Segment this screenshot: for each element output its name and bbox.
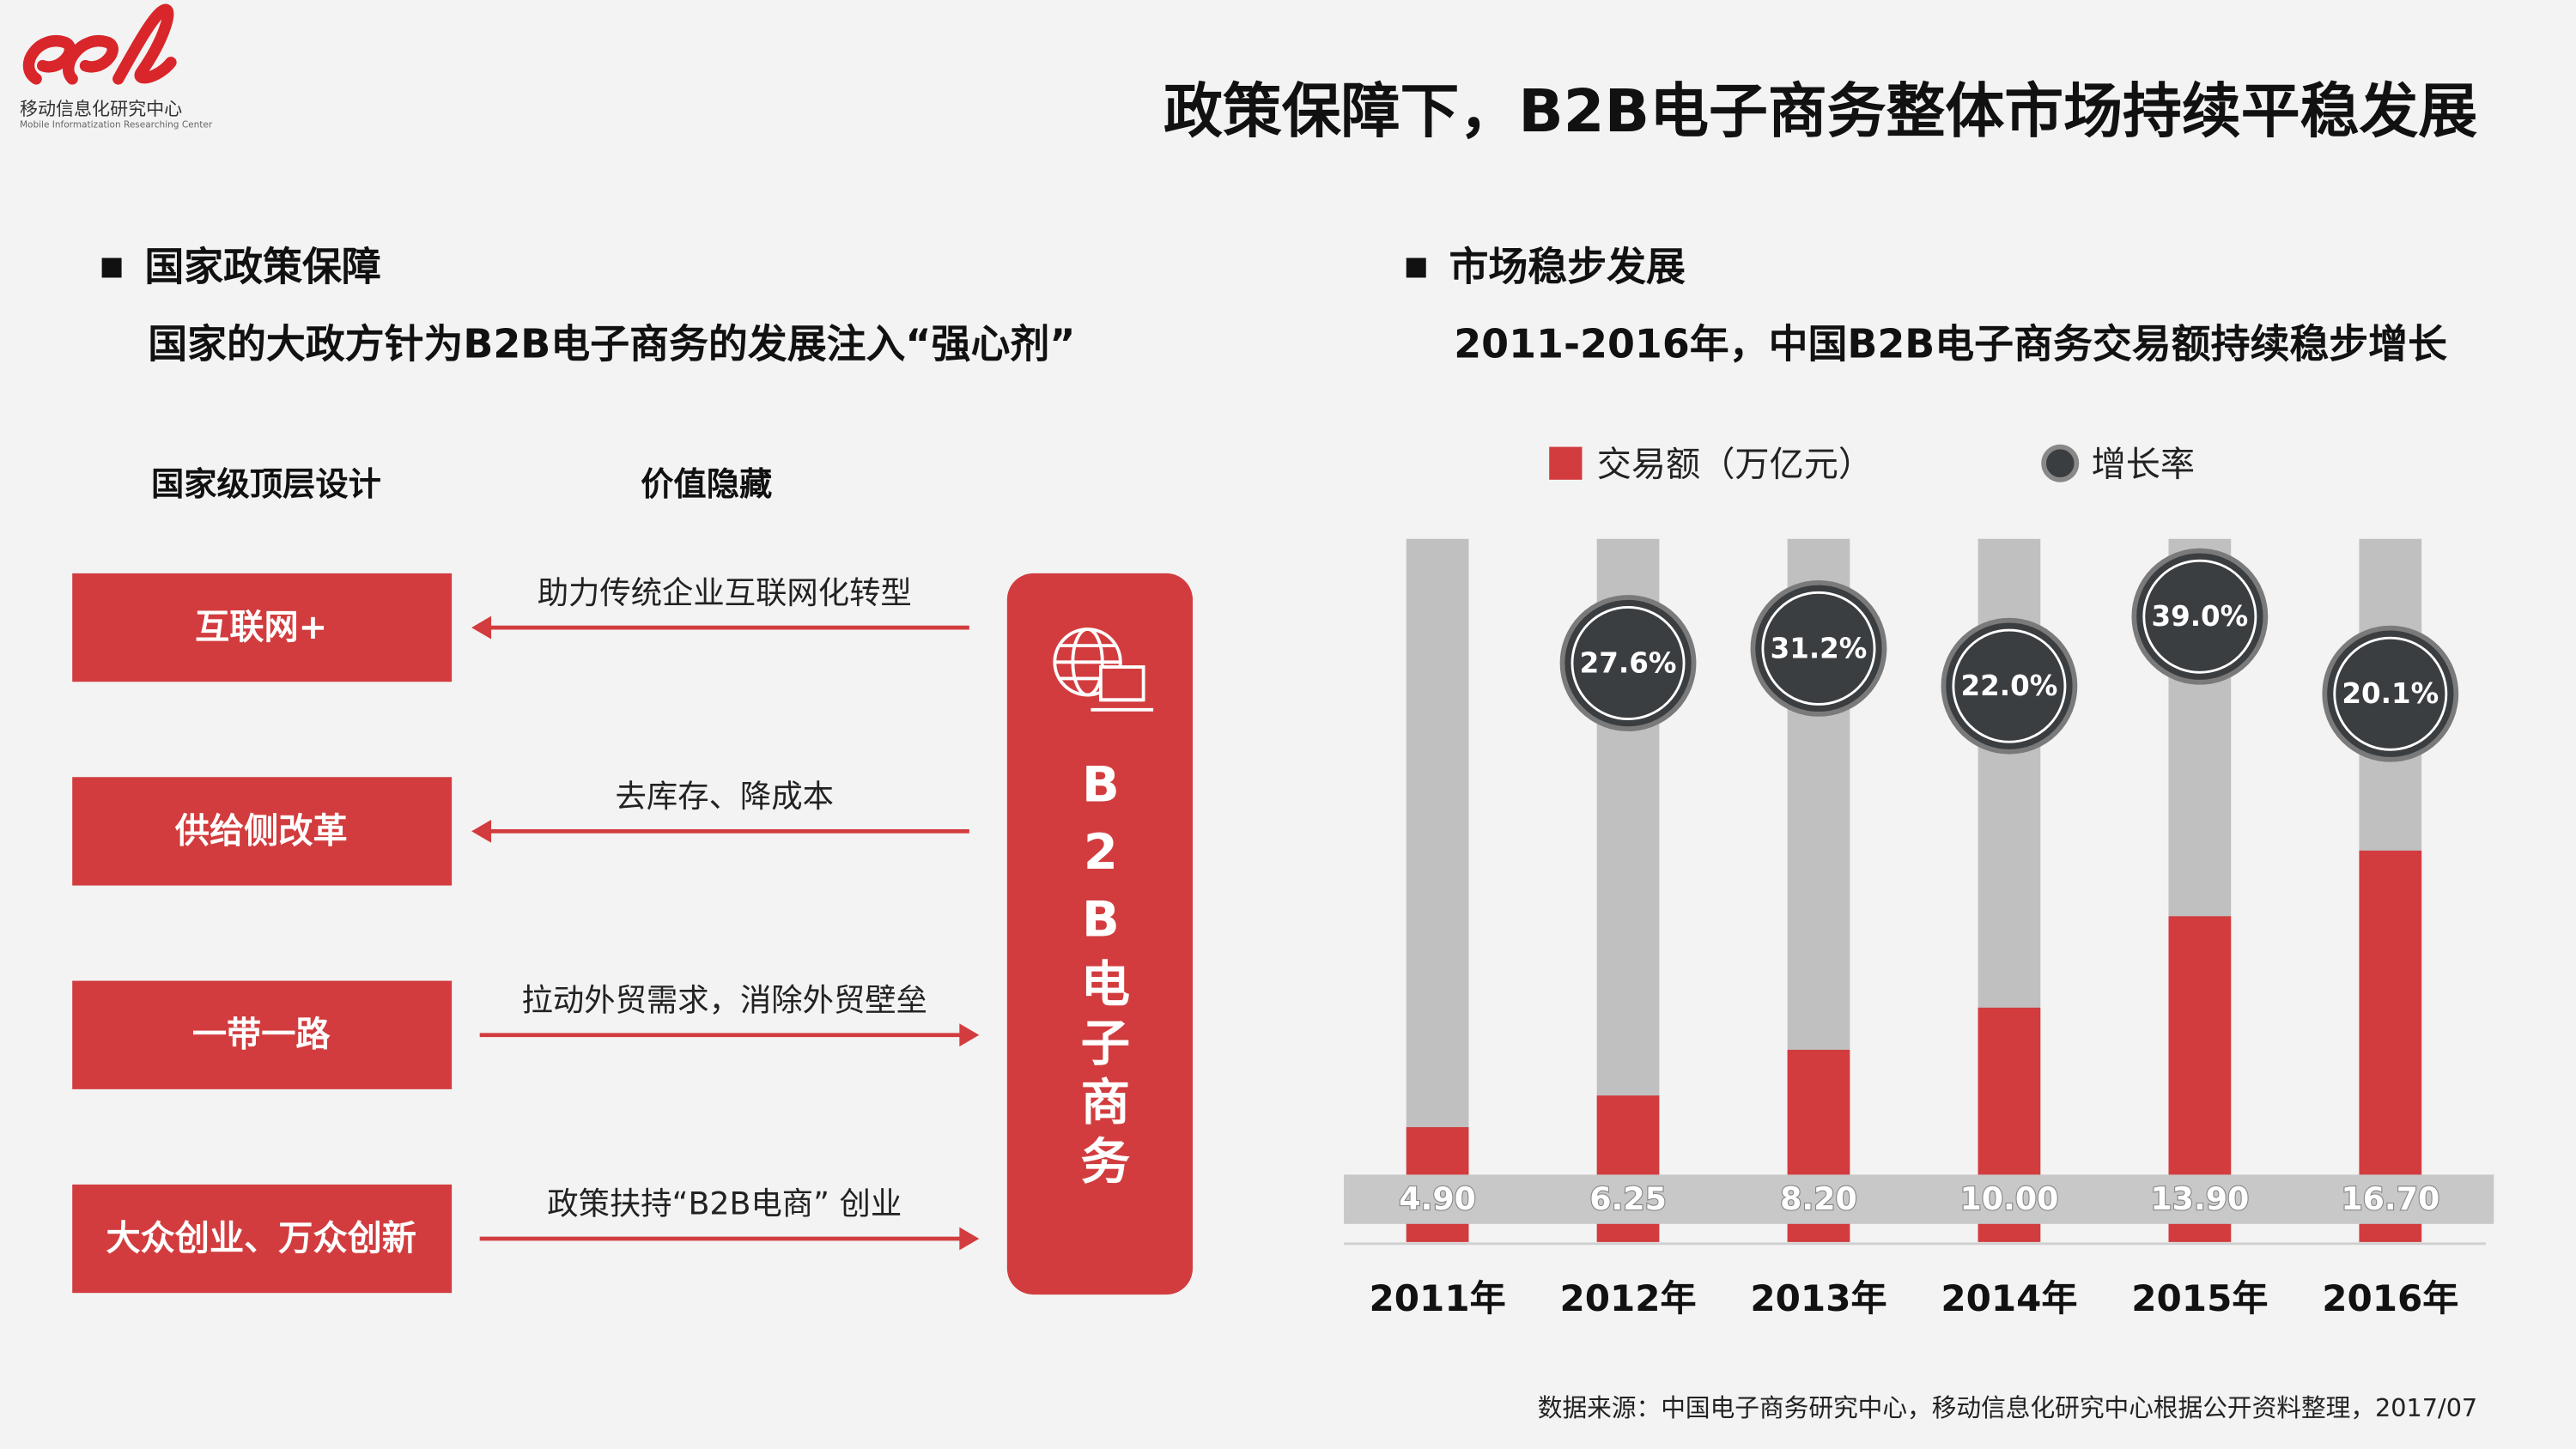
policy-box bbox=[72, 980, 453, 1089]
value-label: 10.00 bbox=[1959, 1180, 2058, 1217]
slide-title: 政策保障下，B2B电子商务整体市场持续平稳发展 bbox=[1163, 77, 2477, 146]
section-heading: 国家政策保障 bbox=[144, 243, 380, 289]
growth-label: 22.0% bbox=[1961, 670, 2058, 702]
growth-ring bbox=[1571, 606, 1686, 721]
growth-marker bbox=[1559, 595, 1697, 731]
column-header: 国家级顶层设计 bbox=[151, 465, 381, 504]
arrow-head bbox=[471, 820, 492, 843]
growth-ring bbox=[2333, 636, 2448, 751]
globe-icon bbox=[1053, 627, 1154, 712]
policy-value: 政策扶持“B2B电商” 创业 bbox=[547, 1185, 902, 1222]
x-tick-label: 2016年 bbox=[2322, 1277, 2458, 1319]
x-tick-label: 2013年 bbox=[1750, 1277, 1886, 1319]
legend-swatch bbox=[2041, 444, 2080, 482]
value-label: 4.90 bbox=[1399, 1180, 1476, 1217]
growth-ring bbox=[1761, 591, 1876, 706]
policy-value: 助力传统企业互联网化转型 bbox=[538, 574, 912, 611]
arrow-head bbox=[959, 1023, 980, 1047]
policy-label: 供给侧改革 bbox=[175, 811, 348, 851]
growth-ring bbox=[1952, 628, 2067, 743]
bullet bbox=[101, 258, 122, 278]
legend-label: 增长率 bbox=[2092, 446, 2195, 485]
x-tick-label: 2014年 bbox=[1941, 1277, 2077, 1319]
policy-box bbox=[72, 777, 453, 886]
source-note: 数据来源：中国电子商务研究中心，移动信息化研究中心根据公开资料整理，2017/0… bbox=[1538, 1393, 2477, 1422]
legend-swatch bbox=[1549, 446, 1583, 480]
section-subheading: 国家的大政方针为B2B电子商务的发展注入“强心剂” bbox=[148, 320, 1075, 367]
policy-box bbox=[72, 573, 453, 682]
policy-label: 一带一路 bbox=[192, 1016, 331, 1055]
policy-box bbox=[72, 1184, 453, 1294]
center-label: B2B电子商务 bbox=[1072, 755, 1130, 1194]
growth-label: 39.0% bbox=[2151, 600, 2248, 633]
x-tick-label: 2011年 bbox=[1370, 1277, 1506, 1319]
section-heading: 市场稳步发展 bbox=[1449, 243, 1686, 289]
x-tick-label: 2015年 bbox=[2131, 1277, 2268, 1319]
policy-value: 去库存、降成本 bbox=[616, 778, 834, 815]
growth-marker bbox=[2322, 625, 2459, 762]
growth-marker bbox=[1941, 617, 2078, 755]
growth-marker bbox=[2131, 548, 2269, 685]
policy-label: 大众创业、万众创新 bbox=[106, 1219, 416, 1258]
arrow-head bbox=[959, 1227, 980, 1251]
growth-label: 31.2% bbox=[1771, 632, 1868, 664]
label-band bbox=[1344, 1174, 2494, 1224]
value-label: 16.70 bbox=[2341, 1180, 2439, 1217]
column-header: 价值隐藏 bbox=[641, 465, 772, 504]
bar-track bbox=[1406, 538, 1469, 1242]
growth-ring bbox=[2142, 559, 2257, 674]
center-box bbox=[1006, 573, 1194, 1295]
value-label: 13.90 bbox=[2150, 1180, 2249, 1217]
legend-label: 交易额（万亿元） bbox=[1597, 446, 1873, 485]
logo-subtitle: Mobile Informatization Researching Cente… bbox=[20, 119, 213, 130]
policy-value: 拉动外贸需求，消除外贸壁垒 bbox=[522, 981, 927, 1018]
growth-label: 27.6% bbox=[1580, 646, 1677, 679]
x-tick-label: 2012年 bbox=[1559, 1277, 1696, 1319]
bullet bbox=[1406, 258, 1426, 278]
growth-marker bbox=[1750, 579, 1887, 717]
policy-label: 互联网+ bbox=[195, 608, 327, 647]
value-label: 6.25 bbox=[1589, 1180, 1667, 1217]
growth-label: 20.1% bbox=[2342, 677, 2439, 710]
value-label: 8.20 bbox=[1780, 1180, 1857, 1217]
logo-mark bbox=[22, 3, 177, 85]
arrow-head bbox=[471, 615, 492, 640]
logo-name: 移动信息化研究中心 bbox=[20, 98, 182, 119]
section-subheading: 2011-2016年，中国B2B电子商务交易额持续稳步增长 bbox=[1454, 320, 2447, 367]
